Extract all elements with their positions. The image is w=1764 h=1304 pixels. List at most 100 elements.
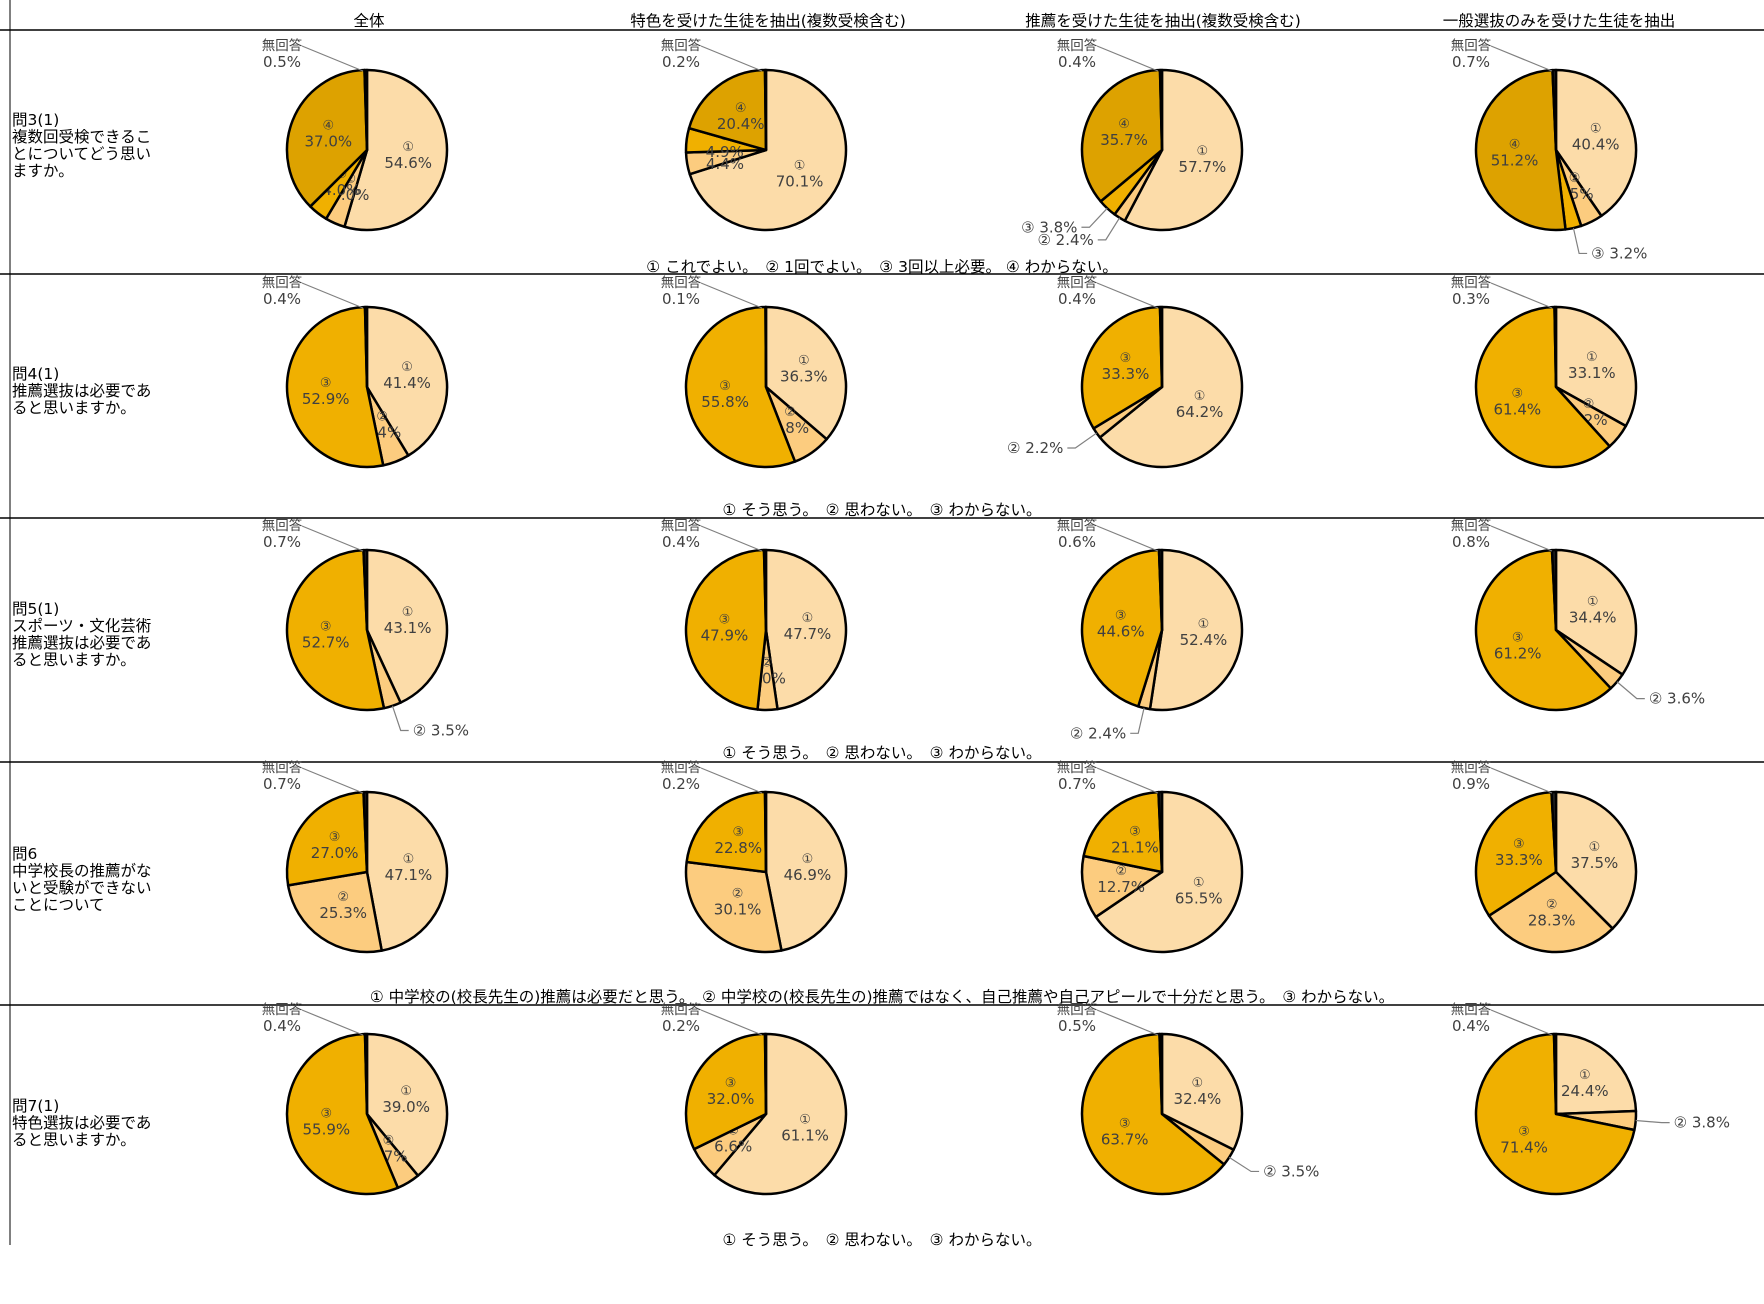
pie-slice <box>1148 548 1244 712</box>
slice-category-label: ③ <box>320 1107 332 1122</box>
slice-value-label: 21.1% <box>1111 838 1159 856</box>
pie-slice <box>1550 548 1558 632</box>
legend-q4: ① そう思う。 ② 思わない。 ③ わからない。 <box>722 501 1042 519</box>
pie-slice <box>362 790 369 874</box>
slice-category-label: ① <box>402 140 414 155</box>
slice-value-label: 47.9% <box>701 626 749 644</box>
slice-category-label: ③ <box>1513 837 1525 852</box>
slice-category-label: ② <box>732 886 744 901</box>
column-header-tokushoku: 特色を受けた生徒を抽出(複数受検含む) <box>630 12 906 30</box>
slice-value-label: 41.4% <box>383 374 431 392</box>
column-header-suisen: 推薦を受けた生徒を抽出(複数受検含む) <box>1025 12 1301 30</box>
noanswer-label: 無回答 <box>1451 37 1492 54</box>
noanswer-label: 無回答 <box>661 274 702 291</box>
slice-outside-label: ③ 3.8% <box>1021 218 1077 236</box>
leader-line <box>1572 227 1588 255</box>
noanswer-label: 無回答 <box>262 517 303 534</box>
slice-category-label: ③ <box>329 830 341 845</box>
leader-line <box>1096 45 1159 72</box>
slice-value-label: 33.3% <box>1102 365 1150 383</box>
slice-category-label: ① <box>1587 594 1599 609</box>
pie-slice <box>713 1032 848 1196</box>
pie-slice <box>764 305 768 389</box>
leader-line <box>1096 282 1159 309</box>
pie-slice <box>1123 68 1244 232</box>
pie-slice <box>1082 790 1164 874</box>
pie-slice <box>286 870 383 954</box>
slice-value-label: 47.1% <box>385 866 433 884</box>
pie-slice <box>1474 68 1567 232</box>
pie-slice <box>1158 68 1164 152</box>
slice-category-label: ① <box>401 360 413 375</box>
slice-value-label: 43.1% <box>384 619 432 637</box>
slice-value-label: 54.6% <box>384 154 432 172</box>
noanswer-value-label: 0.5% <box>1058 1017 1096 1035</box>
noanswer-label: 無回答 <box>1451 1001 1492 1018</box>
column-header-ippan: 一般選抜のみを受けた生徒を抽出 <box>1442 12 1676 30</box>
slice-category-label: ① <box>1586 350 1598 365</box>
pie-slice <box>1554 548 1638 676</box>
slice-value-label: 24.4% <box>1561 1082 1609 1100</box>
row-label-q7: 問7(1) 特色選抜は必要であ ると思いますか。 <box>12 1097 152 1149</box>
slice-category-label: ② <box>1115 864 1127 879</box>
noanswer-value-label: 0.4% <box>662 533 700 551</box>
leader-line <box>1490 767 1553 794</box>
pie-slice <box>764 548 848 711</box>
slice-category-label: ④ <box>323 119 335 134</box>
pie-slice <box>1551 68 1558 152</box>
slice-value-label: 55.9% <box>302 1121 350 1139</box>
slice-value-label: 65.5% <box>1175 889 1223 907</box>
slice-category-label: ④ <box>1118 117 1130 132</box>
slice-value-label: 25.3% <box>319 904 367 922</box>
slice-outside-label: ② 3.6% <box>1649 690 1705 708</box>
noanswer-value-label: 0.7% <box>263 775 301 793</box>
pie-slice <box>343 68 449 232</box>
pie-slice <box>365 548 449 704</box>
leader-line <box>301 45 364 72</box>
noanswer-label: 無回答 <box>262 1001 303 1018</box>
pie-slice <box>763 1032 768 1116</box>
slice-category-label: ① <box>1198 617 1210 632</box>
row-label-q6: 問6 中学校長の推薦がな いと受験ができない ことについて <box>12 845 152 914</box>
noanswer-value-label: 0.7% <box>1058 775 1096 793</box>
slice-value-label: 64.2% <box>1176 403 1224 421</box>
pie-slice <box>1157 790 1164 874</box>
pie-slice <box>285 790 369 887</box>
slice-value-label: 33.1% <box>1568 364 1616 382</box>
column-header-overall: 全体 <box>353 12 385 30</box>
leader-line <box>1228 1156 1260 1173</box>
noanswer-label: 無回答 <box>1057 37 1098 54</box>
noanswer-value-label: 0.7% <box>1452 53 1490 71</box>
slice-category-label: ① <box>802 852 814 867</box>
pie-slice <box>285 548 386 712</box>
slice-value-label: 61.1% <box>781 1126 829 1144</box>
noanswer-value-label: 0.5% <box>263 53 301 71</box>
leader-line <box>1097 217 1121 241</box>
slice-category-label: ④ <box>1509 137 1521 152</box>
noanswer-label: 無回答 <box>661 517 702 534</box>
slice-category-label: ③ <box>1119 1116 1131 1131</box>
noanswer-label: 無回答 <box>1451 517 1492 534</box>
leader-line <box>1490 525 1553 552</box>
noanswer-value-label: 0.3% <box>1452 290 1490 308</box>
pie-slice <box>1474 305 1611 469</box>
slice-category-label: ① <box>403 852 415 867</box>
pie-slice <box>764 305 848 441</box>
slice-category-label: ② <box>1583 397 1595 412</box>
slice-value-label: 47.7% <box>784 625 832 643</box>
pie-slice <box>687 68 768 152</box>
leader-line <box>1096 525 1159 552</box>
slice-value-label: 28.3% <box>1528 911 1576 929</box>
slice-category-label: ③ <box>719 612 731 627</box>
slice-category-label: ① <box>799 1112 811 1127</box>
pie-slice <box>1098 305 1244 469</box>
noanswer-label: 無回答 <box>1057 759 1098 776</box>
